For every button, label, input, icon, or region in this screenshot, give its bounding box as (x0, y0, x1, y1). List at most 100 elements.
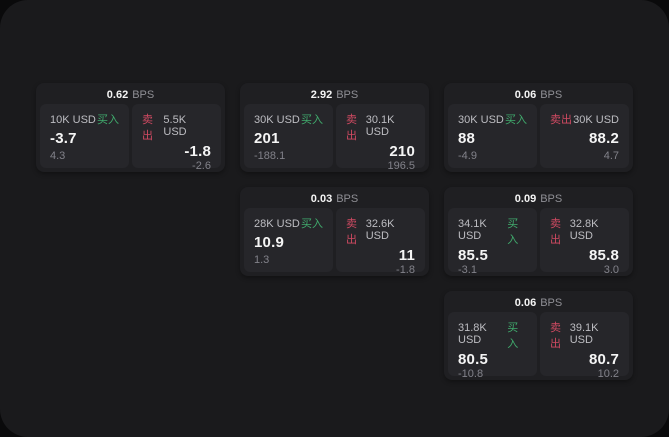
sell-side-label: 卖出 (550, 322, 561, 350)
card-bps-header: 0.03 BPS (244, 190, 425, 208)
bps-value: 2.92 (310, 89, 333, 101)
buy-side-label: 买入 (507, 322, 519, 350)
sell-cell-top: 卖出 32.8K USD (550, 215, 619, 247)
sell-size-label: 39.1K USD (569, 322, 599, 346)
buy-size-label: 28K USD (254, 218, 300, 230)
sell-cell[interactable]: 卖出 30K USD 88.2 4.7 (540, 104, 629, 168)
cards-grid: 0.62 BPS 10K USD 买入 -3.7 4.3 卖出 5.5K USD … (36, 83, 633, 380)
bps-value: 0.06 (514, 297, 537, 309)
sell-delta: 3.0 (603, 264, 619, 276)
sell-cell-top: 卖出 39.1K USD (550, 319, 619, 351)
sell-side-label: 卖出 (346, 218, 357, 246)
sell-cell[interactable]: 卖出 32.6K USD 11 -1.8 (336, 208, 425, 276)
quote-card: 2.92 BPS 30K USD 买入 201 -188.1 卖出 30.1K U… (240, 83, 429, 172)
buy-cell-top: 30K USD 买入 (458, 111, 527, 127)
sell-cell[interactable]: 卖出 30.1K USD 210 196.5 (336, 104, 425, 172)
buy-cell-top: 34.1K USD 买入 (458, 215, 527, 247)
bps-value: 0.06 (514, 89, 537, 101)
buy-cell-top: 30K USD 买入 (254, 111, 323, 127)
card-bps-header: 0.62 BPS (40, 86, 221, 104)
buy-delta: -10.8 (458, 368, 484, 380)
sell-price: 11 (398, 247, 415, 264)
sell-price: -1.8 (184, 143, 211, 160)
card-bps-header: 0.09 BPS (448, 190, 629, 208)
buy-cell-top: 31.8K USD 买入 (458, 319, 527, 351)
card-bps-header: 0.06 BPS (448, 294, 629, 312)
sell-size-label: 30K USD (573, 114, 619, 126)
sell-cell-top: 卖出 30.1K USD (346, 111, 415, 143)
bps-value: 0.62 (106, 89, 129, 101)
sell-delta: 4.7 (603, 150, 619, 162)
bps-unit-label: BPS (540, 193, 563, 205)
sell-delta: -1.8 (396, 264, 415, 276)
sell-cell-top: 卖出 5.5K USD (142, 111, 211, 143)
sell-side-label: 卖出 (346, 114, 357, 142)
buy-cell[interactable]: 30K USD 买入 88 -4.9 (448, 104, 537, 168)
buy-side-label: 买入 (507, 218, 519, 246)
buy-price: 201 (254, 130, 280, 147)
bps-unit-label: BPS (540, 297, 563, 309)
bps-unit-label: BPS (336, 89, 359, 101)
sell-price: 80.7 (589, 351, 619, 368)
buy-side-label: 买入 (505, 114, 527, 126)
bps-unit-label: BPS (336, 193, 359, 205)
bps-value: 0.09 (514, 193, 537, 205)
sell-cell[interactable]: 卖出 39.1K USD 80.7 10.2 (540, 312, 629, 380)
quote-cells: 31.8K USD 买入 80.5 -10.8 卖出 39.1K USD 80.… (448, 312, 629, 380)
sell-cell-top: 卖出 32.6K USD (346, 215, 415, 247)
sell-side-label: 卖出 (550, 114, 572, 126)
buy-cell-top: 28K USD 买入 (254, 215, 323, 231)
card-bps-header: 0.06 BPS (448, 86, 629, 104)
buy-cell[interactable]: 10K USD 买入 -3.7 4.3 (40, 104, 129, 168)
sell-size-label: 30.1K USD (365, 114, 395, 138)
sell-price: 210 (389, 143, 415, 160)
buy-size-label: 30K USD (254, 114, 300, 126)
quote-cells: 10K USD 买入 -3.7 4.3 卖出 5.5K USD -1.8 -2.… (40, 104, 221, 172)
buy-price: 10.9 (254, 234, 284, 251)
sell-price: 88.2 (589, 130, 619, 147)
sell-delta: -2.6 (192, 160, 211, 172)
buy-delta: -4.9 (458, 150, 477, 162)
sell-delta: 10.2 (597, 368, 619, 380)
quote-card: 0.03 BPS 28K USD 买入 10.9 1.3 卖出 32.6K USD… (240, 187, 429, 276)
card-bps-header: 2.92 BPS (244, 86, 425, 104)
buy-delta: -3.1 (458, 264, 477, 276)
sell-price: 85.8 (589, 247, 619, 264)
quote-card: 0.62 BPS 10K USD 买入 -3.7 4.3 卖出 5.5K USD … (36, 83, 225, 172)
quote-card: 0.09 BPS 34.1K USD 买入 85.5 -3.1 卖出 32.8K … (444, 187, 633, 276)
sell-cell-top: 卖出 30K USD (550, 111, 619, 127)
buy-side-label: 买入 (301, 218, 323, 230)
buy-cell[interactable]: 34.1K USD 买入 85.5 -3.1 (448, 208, 537, 276)
buy-price: 88 (458, 130, 476, 147)
quote-card: 0.06 BPS 31.8K USD 买入 80.5 -10.8 卖出 39.1K… (444, 291, 633, 380)
buy-delta: 1.3 (254, 254, 270, 266)
bps-unit-label: BPS (132, 89, 155, 101)
buy-price: 80.5 (458, 351, 488, 368)
buy-cell-top: 10K USD 买入 (50, 111, 119, 127)
quote-card: 0.06 BPS 30K USD 买入 88 -4.9 卖出 30K USD 88… (444, 83, 633, 172)
quote-cells: 34.1K USD 买入 85.5 -3.1 卖出 32.8K USD 85.8… (448, 208, 629, 276)
buy-cell[interactable]: 28K USD 买入 10.9 1.3 (244, 208, 333, 272)
sell-side-label: 卖出 (142, 114, 153, 142)
buy-delta: -188.1 (254, 150, 286, 162)
buy-size-label: 34.1K USD (458, 218, 487, 242)
sell-side-label: 卖出 (550, 218, 561, 246)
buy-size-label: 31.8K USD (458, 322, 487, 346)
buy-cell[interactable]: 30K USD 买入 201 -188.1 (244, 104, 333, 168)
buy-size-label: 30K USD (458, 114, 504, 126)
buy-side-label: 买入 (301, 114, 323, 126)
buy-size-label: 10K USD (50, 114, 96, 126)
sell-delta: 196.5 (387, 160, 415, 172)
sell-cell[interactable]: 卖出 32.8K USD 85.8 3.0 (540, 208, 629, 276)
quote-cells: 28K USD 买入 10.9 1.3 卖出 32.6K USD 11 -1.8 (244, 208, 425, 276)
sell-cell[interactable]: 卖出 5.5K USD -1.8 -2.6 (132, 104, 221, 172)
buy-price: -3.7 (50, 130, 77, 147)
buy-delta: 4.3 (50, 150, 66, 162)
buy-side-label: 买入 (97, 114, 119, 126)
bps-value: 0.03 (310, 193, 333, 205)
bps-unit-label: BPS (540, 89, 563, 101)
sell-size-label: 32.8K USD (569, 218, 599, 242)
buy-cell[interactable]: 31.8K USD 买入 80.5 -10.8 (448, 312, 537, 380)
sell-size-label: 32.6K USD (365, 218, 395, 242)
